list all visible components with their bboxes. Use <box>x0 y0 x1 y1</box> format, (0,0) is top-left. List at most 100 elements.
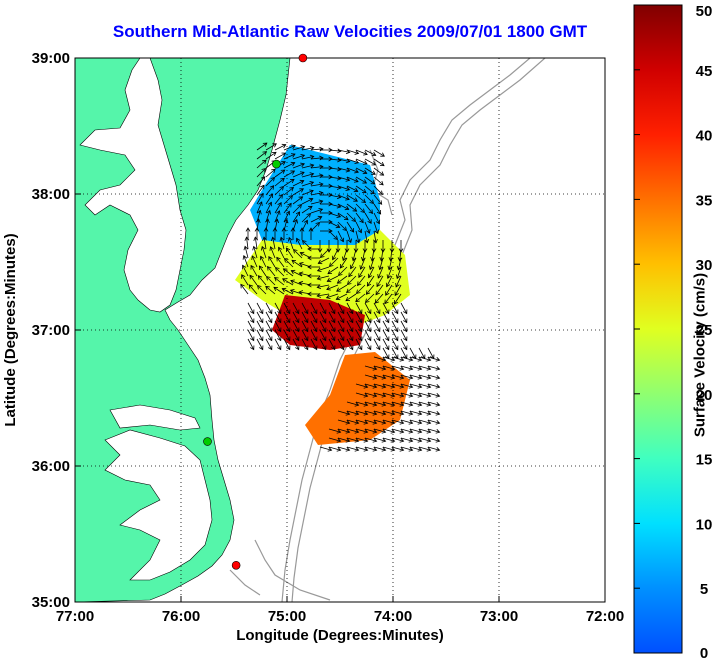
velocity-arrowhead <box>361 188 367 194</box>
velocity-arrow <box>391 428 404 433</box>
velocity-arrow <box>265 320 273 332</box>
velocity-arrow <box>364 419 377 424</box>
velocity-arrowhead <box>426 402 432 407</box>
velocity-arrowhead <box>347 238 353 244</box>
velocity-arrow <box>355 212 364 223</box>
velocity-arrowhead <box>251 255 256 260</box>
velocity-arrowhead <box>313 336 318 342</box>
y-tick-label: 35:00 <box>32 594 70 611</box>
velocity-arrow <box>292 311 300 323</box>
velocity-arrowhead <box>244 236 250 241</box>
velocity-arrowhead <box>276 256 281 262</box>
velocity-arrow <box>319 302 327 314</box>
velocity-arrow <box>375 284 384 295</box>
velocity-arrowhead <box>385 291 390 296</box>
velocity-arrowhead <box>345 447 351 452</box>
velocity-arrow <box>274 178 285 187</box>
velocity-arrowhead <box>326 277 332 283</box>
velocity-arrow <box>355 302 363 314</box>
velocity-arrowhead <box>403 318 408 324</box>
velocity-arrowhead <box>371 161 377 166</box>
velocity-arrow <box>346 185 358 192</box>
velocity-arrow <box>373 158 385 166</box>
velocity-arrowhead <box>259 309 264 315</box>
velocity-arrowhead <box>426 375 432 380</box>
station-marker <box>203 437 212 446</box>
velocity-arrow <box>251 255 258 268</box>
velocity-arrowhead <box>394 309 399 315</box>
velocity-arrowhead <box>309 154 315 160</box>
velocity-arrow <box>373 446 386 451</box>
velocity-arrow <box>328 311 336 323</box>
velocity-arrowhead <box>408 420 414 425</box>
velocity-arrow <box>400 365 413 370</box>
velocity-arrowhead <box>399 402 405 407</box>
velocity-arrow <box>327 275 339 282</box>
velocity-arrowhead <box>381 357 387 362</box>
velocity-arrowhead <box>304 345 309 351</box>
velocity-arrow <box>256 311 264 323</box>
velocity-arrow <box>364 311 372 323</box>
velocity-arrow <box>346 167 359 173</box>
velocity-arrow <box>337 203 349 210</box>
velocity-arrow <box>409 347 417 359</box>
velocity-arrow <box>391 329 399 341</box>
velocity-arrowhead <box>327 447 333 452</box>
velocity-arrowhead <box>349 345 354 351</box>
velocity-arrow <box>346 302 354 314</box>
velocity-arrow <box>247 329 255 341</box>
velocity-arrowhead <box>282 268 288 273</box>
velocity-arrow <box>418 383 431 388</box>
velocity-arrow <box>292 154 305 160</box>
velocity-arrow <box>388 257 393 270</box>
velocity-arrowhead <box>281 143 287 149</box>
velocity-arrowhead <box>435 393 441 398</box>
velocity-arrow <box>355 419 368 424</box>
velocity-arrow <box>356 284 366 294</box>
velocity-arrow <box>328 212 341 218</box>
velocity-arrowhead <box>274 266 280 272</box>
velocity-arrowhead <box>300 145 306 150</box>
velocity-arrow <box>385 284 393 296</box>
velocity-arrowhead <box>258 265 264 271</box>
velocity-arrow <box>320 248 330 258</box>
velocity-arrow <box>391 419 404 424</box>
velocity-arrow <box>296 238 303 250</box>
velocity-arrow <box>283 162 295 169</box>
velocity-arrowhead <box>281 227 287 232</box>
velocity-arrow <box>292 338 300 350</box>
velocity-arrow <box>355 185 367 193</box>
velocity-arrowhead <box>352 207 358 212</box>
velocity-arrow <box>310 302 318 314</box>
velocity-arrowhead <box>300 153 306 159</box>
velocity-arrowhead <box>328 210 333 216</box>
velocity-arrowhead <box>394 345 399 351</box>
velocity-arrowhead <box>370 180 376 185</box>
velocity-arrowhead <box>295 336 300 342</box>
velocity-arrowhead <box>367 309 372 315</box>
velocity-arrowhead <box>286 336 291 342</box>
velocity-arrow <box>382 311 390 323</box>
velocity-arrowhead <box>354 402 360 407</box>
velocity-arrowhead <box>376 336 381 342</box>
velocity-arrow <box>418 365 431 370</box>
velocity-arrow <box>409 392 422 397</box>
velocity-arrowhead <box>417 357 423 362</box>
velocity-arrowhead <box>435 375 441 380</box>
velocity-arrowhead <box>271 151 277 157</box>
velocity-arrowhead <box>408 375 414 380</box>
velocity-arrowhead <box>408 429 414 434</box>
velocity-arrowhead <box>307 255 312 261</box>
colorbar-tick-label: 20 <box>696 387 713 404</box>
velocity-arrowhead <box>426 357 432 362</box>
velocity-arrowhead <box>250 336 255 342</box>
velocity-arrowhead <box>274 218 280 224</box>
velocity-arrow <box>348 266 357 277</box>
velocity-arrow <box>382 437 395 442</box>
velocity-arrow <box>282 288 294 295</box>
velocity-arrowhead <box>250 264 255 270</box>
velocity-arrow <box>328 149 341 152</box>
velocity-arrow <box>274 329 282 341</box>
velocity-arrow <box>391 374 404 379</box>
velocity-arrowhead <box>259 255 265 261</box>
